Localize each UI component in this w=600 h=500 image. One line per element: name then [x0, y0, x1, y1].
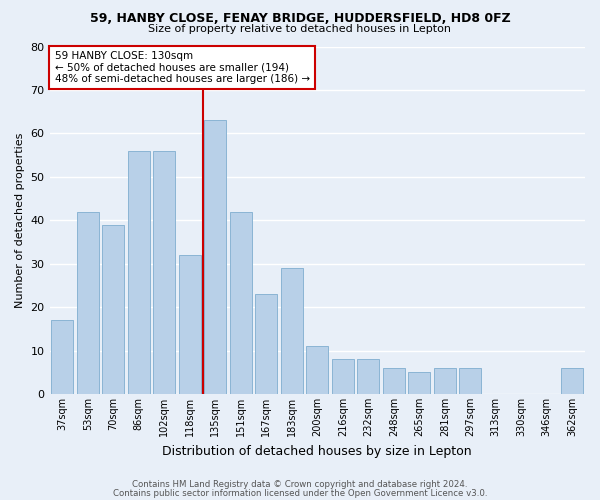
Bar	[154, 151, 175, 394]
Bar	[383, 368, 404, 394]
Bar	[332, 360, 353, 394]
Text: Contains HM Land Registry data © Crown copyright and database right 2024.: Contains HM Land Registry data © Crown c…	[132, 480, 468, 489]
Text: 59, HANBY CLOSE, FENAY BRIDGE, HUDDERSFIELD, HD8 0FZ: 59, HANBY CLOSE, FENAY BRIDGE, HUDDERSFI…	[89, 12, 511, 26]
Bar	[103, 224, 124, 394]
Text: Contains public sector information licensed under the Open Government Licence v3: Contains public sector information licen…	[113, 488, 487, 498]
Bar	[281, 268, 302, 394]
Bar	[562, 368, 583, 394]
Bar	[460, 368, 481, 394]
Text: 59 HANBY CLOSE: 130sqm
← 50% of detached houses are smaller (194)
48% of semi-de: 59 HANBY CLOSE: 130sqm ← 50% of detached…	[55, 51, 310, 84]
Bar	[128, 151, 149, 394]
Bar	[77, 212, 98, 394]
Bar	[52, 320, 73, 394]
Bar	[307, 346, 328, 394]
Bar	[358, 360, 379, 394]
Bar	[256, 294, 277, 394]
Bar	[205, 120, 226, 394]
Bar	[230, 212, 251, 394]
Text: Size of property relative to detached houses in Lepton: Size of property relative to detached ho…	[149, 24, 452, 34]
Bar	[409, 372, 430, 394]
X-axis label: Distribution of detached houses by size in Lepton: Distribution of detached houses by size …	[163, 444, 472, 458]
Bar	[179, 255, 200, 394]
Y-axis label: Number of detached properties: Number of detached properties	[15, 132, 25, 308]
Bar	[434, 368, 455, 394]
